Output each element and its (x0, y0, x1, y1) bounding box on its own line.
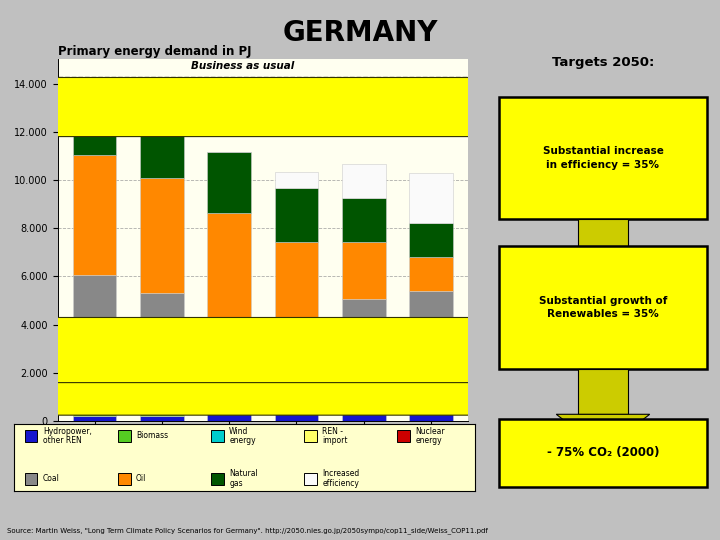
Polygon shape (0, 382, 720, 415)
Bar (73, 275, 117, 364)
Bar (274, 386, 318, 390)
Polygon shape (557, 414, 649, 450)
Bar (342, 164, 386, 198)
Bar (207, 319, 251, 390)
Bar (409, 257, 453, 291)
FancyBboxPatch shape (499, 246, 707, 369)
Text: Biomass: Biomass (136, 431, 168, 440)
Bar (304, 473, 317, 485)
Bar (409, 224, 453, 257)
Text: Targets 2050:: Targets 2050: (552, 56, 654, 69)
Bar (140, 409, 184, 410)
Bar (207, 399, 251, 401)
Text: Increased
efficiency: Increased efficiency (323, 469, 359, 488)
Bar (140, 293, 184, 359)
Bar (274, 241, 318, 321)
Bar (342, 402, 386, 421)
Bar (274, 188, 318, 241)
Bar (73, 77, 117, 154)
Bar (409, 385, 453, 400)
Bar (207, 152, 251, 213)
Bar (274, 390, 318, 397)
Bar (117, 473, 130, 485)
Bar (140, 411, 184, 416)
FancyBboxPatch shape (499, 97, 707, 219)
Bar (409, 356, 453, 368)
Bar (409, 291, 453, 356)
Bar (73, 411, 117, 413)
Bar (140, 359, 184, 409)
Bar (207, 404, 251, 413)
Bar (211, 430, 224, 442)
Bar (342, 299, 386, 369)
Text: Primary energy demand in PJ: Primary energy demand in PJ (58, 45, 251, 58)
Text: Source: Martin Weiss, "Long Term Climate Policy Scenarios for Germany". http://2: Source: Martin Weiss, "Long Term Climate… (7, 527, 488, 534)
Bar (140, 410, 184, 411)
Bar (207, 401, 251, 404)
Text: Business as usual: Business as usual (191, 62, 294, 71)
Bar (342, 389, 386, 402)
Bar (274, 321, 318, 386)
Text: Hydropower,
other REN: Hydropower, other REN (43, 427, 92, 445)
Bar (140, 416, 184, 421)
Bar (409, 368, 453, 385)
Text: - 75% CO₂ (2000): - 75% CO₂ (2000) (546, 447, 660, 460)
Bar (342, 241, 386, 299)
Text: GERMANY: GERMANY (282, 19, 438, 47)
Bar (274, 409, 318, 421)
Bar (207, 213, 251, 319)
Bar (73, 364, 117, 410)
Text: Natural
gas: Natural gas (229, 469, 258, 488)
Bar (117, 430, 130, 442)
FancyBboxPatch shape (577, 219, 629, 265)
Bar (342, 198, 386, 241)
Bar (24, 473, 37, 485)
Bar (24, 430, 37, 442)
Text: Oil: Oil (136, 474, 146, 483)
Bar (73, 416, 117, 421)
Bar (207, 413, 251, 421)
Polygon shape (0, 318, 720, 401)
Bar (140, 105, 184, 178)
Bar (73, 413, 117, 416)
Text: REN -
import: REN - import (323, 427, 348, 445)
Polygon shape (557, 265, 649, 301)
Text: Substantial increase
in efficiency = 35%: Substantial increase in efficiency = 35% (543, 146, 663, 170)
Text: Substantial growth of
Renewables = 35%: Substantial growth of Renewables = 35% (539, 296, 667, 319)
Bar (409, 173, 453, 224)
FancyBboxPatch shape (577, 369, 629, 414)
Bar (342, 369, 386, 376)
Bar (342, 376, 386, 389)
Bar (211, 473, 224, 485)
Text: Coal: Coal (43, 474, 60, 483)
Bar (409, 400, 453, 421)
Text: Wind
energy: Wind energy (229, 427, 256, 445)
Bar (73, 154, 117, 275)
Bar (140, 178, 184, 293)
Text: Nuclear
energy: Nuclear energy (415, 427, 445, 445)
Polygon shape (0, 77, 720, 137)
Bar (274, 397, 318, 409)
Bar (397, 430, 410, 442)
Bar (304, 430, 317, 442)
Bar (274, 172, 318, 188)
Bar (73, 410, 117, 411)
Bar (207, 390, 251, 399)
FancyBboxPatch shape (499, 419, 707, 487)
